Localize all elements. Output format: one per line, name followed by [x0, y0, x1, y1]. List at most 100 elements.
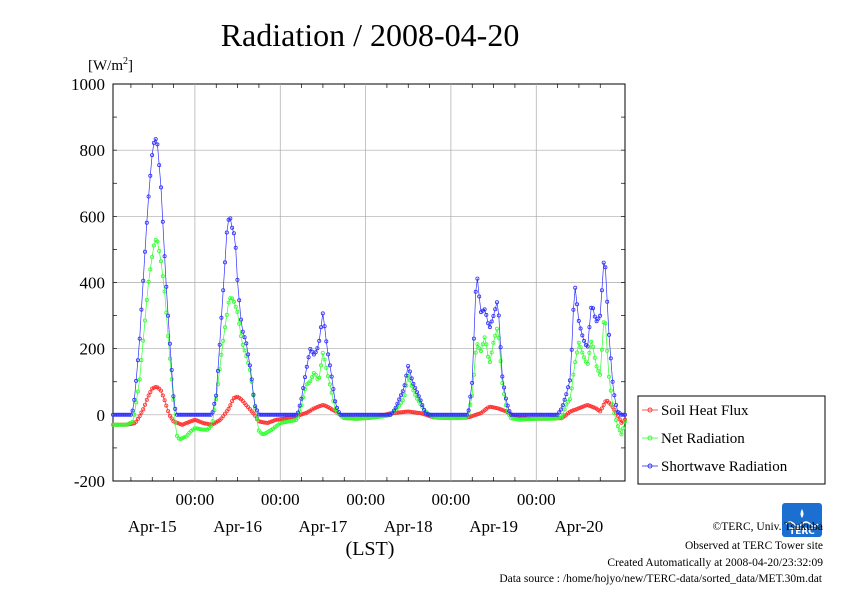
data-point: [559, 415, 564, 420]
data-point: [235, 309, 240, 314]
data-point: [571, 372, 576, 377]
data-point: [324, 365, 329, 370]
credit-observed: Observed at TERC Tower site: [685, 540, 823, 552]
data-point: [591, 344, 596, 349]
data-point: [162, 254, 167, 259]
data-point: [167, 341, 172, 346]
data-point: [621, 412, 626, 417]
data-point: [182, 421, 187, 426]
data-point: [144, 220, 149, 225]
data-point: [318, 325, 323, 330]
y-unit-label: [W/m2]: [88, 56, 133, 74]
data-point: [575, 350, 580, 355]
data-point: [502, 408, 507, 413]
data-point: [398, 393, 403, 398]
data-point: [331, 386, 336, 391]
data-point: [317, 338, 322, 343]
data-point: [608, 388, 613, 393]
data-point: [295, 415, 300, 420]
data-point: [607, 332, 612, 337]
data-point: [167, 356, 172, 361]
data-point: [135, 416, 140, 421]
data-point: [416, 410, 421, 415]
data-point: [470, 380, 475, 385]
data-point: [398, 400, 403, 405]
data-point: [173, 406, 178, 411]
data-point: [564, 402, 569, 407]
legend-entry: Net Radiation: [642, 431, 745, 447]
data-point: [215, 368, 220, 373]
data-point: [406, 363, 411, 368]
data-point: [587, 350, 592, 355]
data-point: [306, 355, 311, 360]
legend-entry: Shortwave Radiation: [642, 459, 788, 475]
data-point: [205, 421, 210, 426]
data-point: [498, 359, 503, 364]
data-point: [502, 392, 507, 397]
data-point: [471, 413, 476, 418]
data-point: [253, 404, 258, 409]
data-point: [350, 416, 355, 421]
data-point: [560, 412, 565, 417]
data-point: [391, 408, 396, 413]
data-point: [576, 318, 581, 323]
data-point: [493, 307, 498, 312]
data-point: [242, 335, 247, 340]
data-point: [486, 321, 491, 326]
data-point: [605, 348, 610, 353]
data-point: [254, 417, 259, 422]
data-point: [623, 419, 628, 424]
data-point: [473, 350, 478, 355]
data-point: [578, 345, 583, 350]
data-point: [591, 405, 596, 410]
data-point: [580, 333, 585, 338]
data-point: [500, 381, 505, 386]
data-point: [615, 424, 620, 429]
data-point: [283, 420, 288, 425]
data-point: [278, 417, 283, 422]
data-point: [596, 368, 601, 373]
data-point: [320, 350, 325, 355]
data-point: [404, 373, 409, 378]
data-point: [127, 412, 132, 417]
x-date-label: Apr-17: [299, 517, 348, 536]
series-net-radiation: [111, 237, 628, 442]
data-point: [471, 336, 476, 341]
series-line: [113, 138, 625, 416]
data-point: [477, 411, 482, 416]
data-point: [295, 410, 300, 415]
data-point: [336, 409, 341, 414]
data-point: [224, 230, 229, 235]
data-point: [171, 394, 176, 399]
data-point: [326, 374, 331, 379]
logo-badge: [782, 503, 822, 537]
data-point: [334, 405, 339, 410]
data-point: [142, 249, 147, 254]
data-point: [166, 313, 171, 318]
data-point: [155, 142, 160, 147]
data-point: [301, 386, 306, 391]
data-point: [198, 427, 203, 432]
data-point: [157, 248, 162, 253]
data-point: [610, 379, 615, 384]
data-point: [290, 418, 295, 423]
data-point: [601, 260, 606, 265]
data-point: [247, 367, 252, 372]
data-point: [573, 360, 578, 365]
data-point: [139, 410, 144, 415]
data-point: [386, 412, 391, 417]
data-point: [397, 397, 402, 402]
data-point: [596, 316, 601, 321]
data-point: [150, 254, 155, 259]
data-point: [553, 412, 558, 417]
data-point: [507, 409, 512, 414]
data-point: [532, 416, 537, 421]
data-point: [190, 418, 195, 423]
data-point: [148, 390, 153, 395]
data-point: [253, 413, 258, 418]
data-point: [617, 417, 622, 422]
data-point: [494, 326, 499, 331]
data-point: [139, 307, 144, 312]
legend-label: Soil Heat Flux: [661, 403, 749, 419]
data-point: [217, 342, 222, 347]
